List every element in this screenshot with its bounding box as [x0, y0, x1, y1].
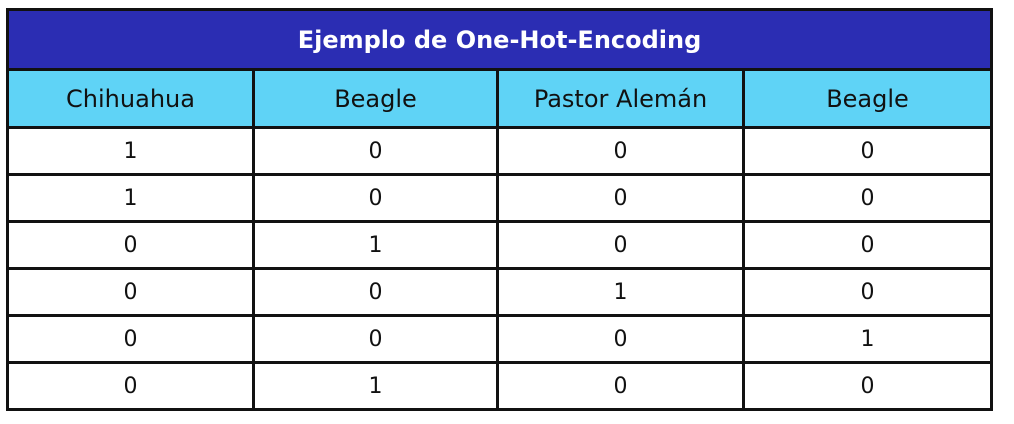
title-row: Ejemplo de One-Hot-Encoding: [5, 8, 994, 71]
table-cell: 1: [741, 314, 994, 364]
table-cell: 0: [252, 173, 499, 223]
table-row: 1 0 0 0: [6, 126, 994, 176]
table-cell: 0: [496, 314, 745, 364]
column-header-pastor-aleman: Pastor Alemán: [496, 68, 745, 129]
table-cell: 0: [741, 220, 994, 270]
header-row: Chihuahua Beagle Pastor Alemán Beagle: [6, 68, 994, 129]
table-cell: 0: [496, 361, 745, 411]
table-cell: 1: [6, 173, 255, 223]
table-cell: 0: [496, 126, 745, 176]
table-row: 1 0 0 0: [6, 173, 994, 223]
table-cell: 1: [6, 126, 255, 176]
table-row: 0 0 0 1: [6, 314, 994, 364]
table-cell: 0: [6, 314, 255, 364]
table-cell: 0: [6, 220, 255, 270]
table-cell: 0: [496, 220, 745, 270]
table-cell: 0: [252, 126, 499, 176]
table-cell: 0: [741, 361, 994, 411]
table-cell: 0: [741, 267, 994, 317]
table-cell: 0: [6, 361, 255, 411]
table-cell: 1: [252, 361, 499, 411]
table-cell: 0: [252, 314, 499, 364]
table-cell: 1: [496, 267, 745, 317]
table-title: Ejemplo de One-Hot-Encoding: [5, 8, 994, 71]
one-hot-encoding-table: Ejemplo de One-Hot-Encoding Chihuahua Be…: [5, 8, 994, 411]
table-row: 0 1 0 0: [6, 220, 994, 270]
one-hot-table-container: Ejemplo de One-Hot-Encoding Chihuahua Be…: [5, 8, 994, 411]
table-row: 0 0 1 0: [6, 267, 994, 317]
table-cell: 0: [252, 267, 499, 317]
column-header-beagle: Beagle: [252, 68, 499, 129]
table-row: 0 1 0 0: [6, 361, 994, 411]
table-cell: 0: [6, 267, 255, 317]
table-cell: 1: [252, 220, 499, 270]
table-cell: 0: [496, 173, 745, 223]
column-header-chihuahua: Chihuahua: [6, 68, 255, 129]
table-cell: 0: [741, 173, 994, 223]
column-header-beagle-2: Beagle: [741, 68, 994, 129]
table-cell: 0: [741, 126, 994, 176]
